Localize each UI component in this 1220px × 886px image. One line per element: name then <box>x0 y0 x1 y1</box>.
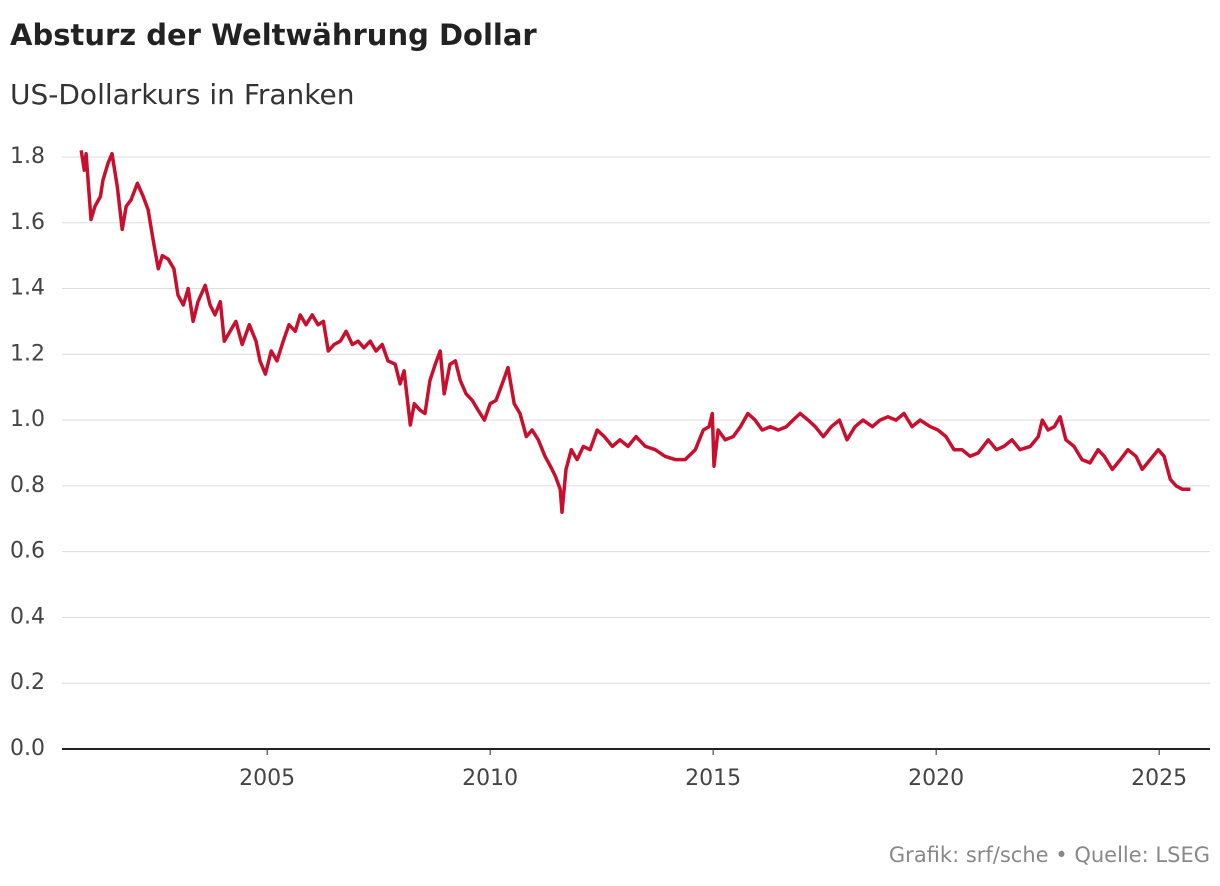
x-tick-label: 2025 <box>1131 766 1187 791</box>
y-tick-label: 1.6 <box>10 210 45 235</box>
y-tick-label: 1.8 <box>10 144 45 169</box>
x-tick-label: 2020 <box>908 766 964 791</box>
y-tick-label: 0.0 <box>10 736 45 761</box>
y-tick-label: 1.2 <box>10 341 45 366</box>
chart-title: Absturz der Weltwährung Dollar <box>10 18 537 52</box>
chart-subtitle: US-Dollarkurs in Franken <box>10 78 355 111</box>
data-line <box>79 150 1191 514</box>
y-tick-label: 0.2 <box>10 670 45 695</box>
y-tick-label: 1.4 <box>10 276 45 301</box>
y-tick-label: 0.8 <box>10 473 45 498</box>
x-tick-label: 2005 <box>239 766 295 791</box>
y-tick-label: 0.4 <box>10 604 45 629</box>
x-tick-label: 2010 <box>462 766 518 791</box>
y-tick-label: 1.0 <box>10 407 45 432</box>
y-tick-label: 0.6 <box>10 539 45 564</box>
x-tick-label: 2015 <box>685 766 741 791</box>
source: Grafik: srf/sche • Quelle: LSEG <box>889 843 1210 867</box>
